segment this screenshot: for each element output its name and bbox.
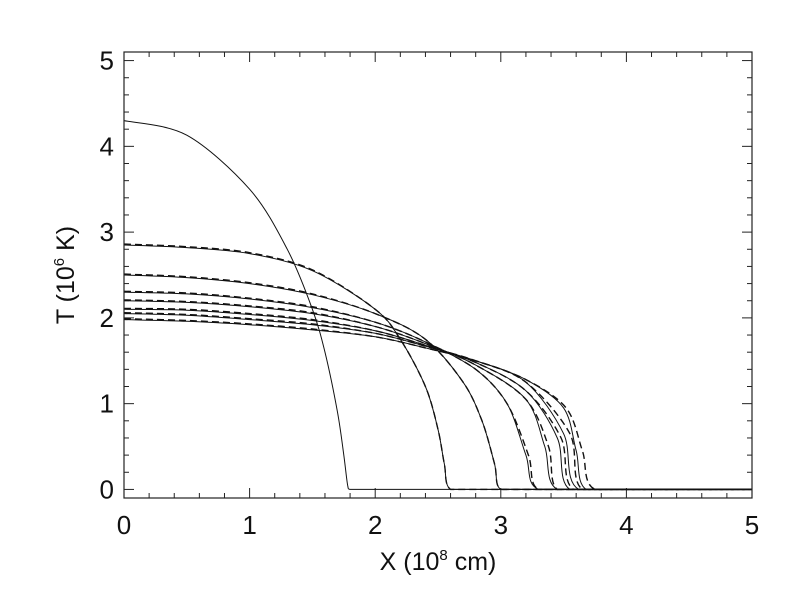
x-axis-title-unit: cm) bbox=[448, 548, 497, 576]
y-tick-label: 5 bbox=[100, 46, 114, 76]
dashed-profile-line-10 bbox=[123, 273, 752, 491]
dashed-profile-line-15 bbox=[123, 318, 752, 491]
solid-profile-line-5 bbox=[123, 300, 752, 490]
solid-profile-line-3 bbox=[123, 274, 752, 490]
series-lines bbox=[123, 120, 752, 491]
dashed-profile-line-14 bbox=[123, 312, 752, 491]
solid-profile-line-6 bbox=[123, 308, 752, 490]
x-tick-label: 3 bbox=[494, 510, 508, 540]
solid-profile-line-1 bbox=[123, 120, 752, 490]
y-axis-title-base: T (10 bbox=[52, 266, 80, 324]
x-tick-label: 2 bbox=[368, 510, 382, 540]
y-tick-label: 1 bbox=[100, 389, 114, 419]
tick-labels: 0 1 2 3 4 5 0 1 2 3 4 5 bbox=[100, 46, 760, 540]
x-tick-label: 0 bbox=[117, 510, 131, 540]
solid-profile-line-7 bbox=[123, 313, 752, 490]
x-axis-title-exponent: 8 bbox=[439, 547, 447, 564]
y-tick-label: 4 bbox=[100, 131, 114, 161]
y-axis-title-exponent: 6 bbox=[51, 258, 68, 266]
dashed-profile-line-11 bbox=[123, 290, 752, 491]
dashed-profile-line-12 bbox=[123, 299, 752, 491]
x-tick-label: 4 bbox=[619, 510, 633, 540]
x-axis-title: X (108 cm) bbox=[380, 547, 497, 576]
solid-profile-line-2 bbox=[123, 244, 752, 490]
y-tick-label: 2 bbox=[100, 303, 114, 333]
x-tick-label: 5 bbox=[745, 510, 759, 540]
y-tick-label: 0 bbox=[100, 474, 114, 504]
x-tick-label: 1 bbox=[242, 510, 256, 540]
y-tick-label: 3 bbox=[100, 217, 114, 247]
y-axis-title: T (106 K) bbox=[51, 226, 80, 324]
y-axis-title-unit: K) bbox=[52, 226, 80, 258]
dashed-profile-line-9 bbox=[123, 243, 752, 491]
plot-frame bbox=[123, 51, 753, 499]
dashed-profile-line-13 bbox=[123, 307, 752, 491]
solid-profile-line-8 bbox=[123, 319, 752, 490]
x-axis-title-base: X (10 bbox=[380, 548, 440, 576]
